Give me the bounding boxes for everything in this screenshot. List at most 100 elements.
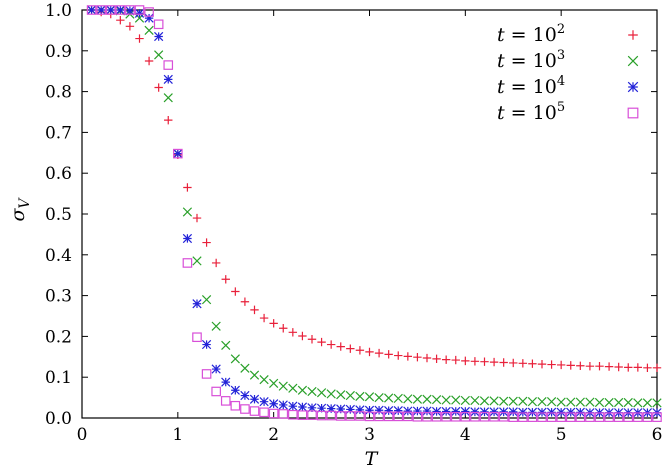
data-point <box>479 396 490 406</box>
data-point <box>412 406 423 416</box>
data-point <box>240 363 250 373</box>
data-point <box>499 358 508 367</box>
data-point <box>546 412 557 422</box>
data-point <box>269 319 278 328</box>
data-point <box>154 83 163 92</box>
data-point <box>527 407 538 417</box>
data-point <box>355 411 365 421</box>
data-point <box>431 411 442 422</box>
data-point <box>125 5 135 15</box>
data-point <box>192 299 202 309</box>
data-point <box>231 287 240 296</box>
legend-swatch <box>627 81 639 93</box>
data-point <box>182 207 193 217</box>
data-point <box>374 411 384 422</box>
data-point <box>585 361 595 371</box>
data-point <box>164 115 173 125</box>
data-point <box>192 332 202 343</box>
data-point <box>374 392 384 403</box>
data-point <box>355 346 365 355</box>
data-point <box>201 339 212 350</box>
data-point <box>460 406 470 417</box>
data-point <box>594 412 605 422</box>
data-point <box>288 328 298 337</box>
x-tick-label: 1 <box>172 425 183 445</box>
data-point <box>470 407 480 417</box>
data-point <box>633 412 643 422</box>
data-point <box>489 407 499 417</box>
data-point <box>115 5 126 15</box>
data-point <box>613 412 624 422</box>
y-tick-label: 0.3 <box>45 287 72 307</box>
data-point <box>288 401 298 411</box>
data-point <box>394 351 403 360</box>
data-point <box>556 360 566 370</box>
data-point <box>546 407 557 417</box>
data-point <box>470 395 480 406</box>
data-point <box>566 397 576 407</box>
data-point <box>269 378 279 388</box>
legend-item: t = 102 <box>497 22 638 46</box>
data-point <box>441 411 451 422</box>
data-point <box>566 407 576 417</box>
data-point <box>364 392 375 402</box>
data-point <box>604 362 614 371</box>
data-point <box>240 404 250 414</box>
data-point <box>614 362 623 372</box>
data-point <box>384 406 394 416</box>
data-point <box>153 19 164 30</box>
data-point <box>201 369 212 379</box>
data-point <box>211 386 221 397</box>
data-point <box>269 399 279 409</box>
y-tick-label: 0.8 <box>45 83 72 103</box>
x-tick-label: 0 <box>77 425 88 445</box>
data-point <box>288 409 298 420</box>
y-tick-label: 0.7 <box>45 123 72 143</box>
data-point <box>230 400 241 411</box>
data-point <box>374 348 384 358</box>
data-point <box>326 403 336 414</box>
y-tick-label: 0.0 <box>45 409 72 429</box>
data-point <box>250 305 259 315</box>
data-point <box>336 404 346 414</box>
data-point <box>355 405 365 415</box>
data-point <box>642 398 653 408</box>
data-point <box>144 7 154 17</box>
data-point <box>345 404 355 415</box>
data-point <box>278 409 289 419</box>
data-point <box>307 410 317 420</box>
data-point <box>249 406 260 416</box>
legend-label: t = 104 <box>497 74 565 98</box>
data-point <box>585 412 595 422</box>
data-point <box>432 354 441 364</box>
data-point <box>307 335 317 344</box>
data-point <box>508 396 518 406</box>
data-point <box>86 5 97 15</box>
data-point <box>460 395 470 406</box>
data-point <box>403 406 413 416</box>
data-point <box>518 407 528 417</box>
data-point <box>470 411 480 422</box>
data-point <box>211 321 221 331</box>
x-tick-label: 2 <box>268 425 279 445</box>
data-point <box>192 213 202 223</box>
data-point <box>346 344 355 353</box>
data-point <box>116 16 125 25</box>
data-point <box>297 402 308 412</box>
data-point <box>422 353 432 363</box>
data-point <box>183 183 192 192</box>
data-point <box>134 8 145 18</box>
data-point <box>173 148 183 159</box>
data-point <box>441 406 451 417</box>
data-point <box>182 233 193 244</box>
y-tick-label: 1.0 <box>45 1 72 21</box>
data-point <box>221 377 231 387</box>
y-axis-label: σV <box>7 197 33 222</box>
data-point <box>576 361 585 370</box>
data-point <box>336 390 346 400</box>
x-tick-label: 3 <box>364 425 375 445</box>
data-point <box>154 50 164 60</box>
data-point <box>220 396 231 406</box>
data-point <box>86 5 97 15</box>
